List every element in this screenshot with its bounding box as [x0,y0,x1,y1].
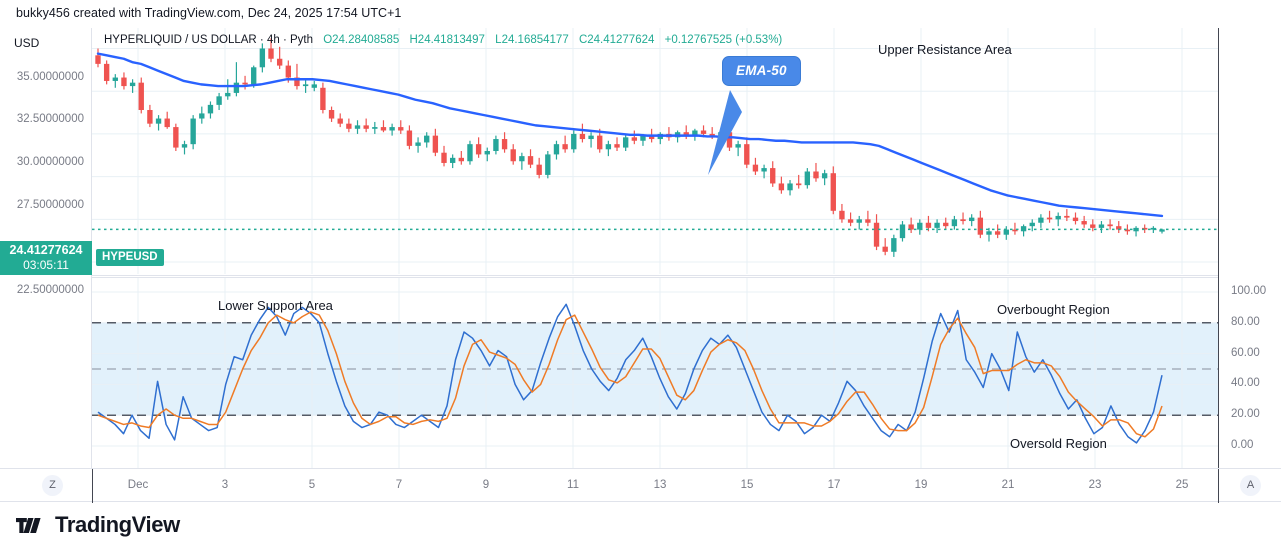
time-axis-tick: 15 [740,479,754,491]
tradingview-footer[interactable]: TradingView [16,512,180,538]
auto-scale-button[interactable]: A [1240,475,1261,496]
tradingview-logo-icon [16,517,41,533]
legend-low: L24.16854177 [495,34,569,46]
time-axis-tick: 11 [567,479,579,491]
time-axis-left-separator [92,469,93,503]
stochastic-axis[interactable]: 100.00 80.00 60.00 40.00 20.00 0.00 [1219,277,1281,468]
price-axis-tick: 22.50000000 [16,284,84,297]
series-label-badge: HYPEUSD [96,249,164,267]
time-axis-tick: 19 [914,479,928,491]
stochastic-axis-tick: 60.00 [1231,346,1260,359]
time-axis-tick: 9 [482,479,490,491]
axis-currency-label: USD [14,36,40,50]
legend-high: H24.41813497 [409,34,485,46]
chart-frame: USD 35.00000000 32.50000000 30.00000000 27.… [0,28,1281,480]
stochastic-axis-tick: 20.00 [1231,408,1260,421]
legend-symbol: HYPERLIQUID / US DOLLAR · 4h · Pyth [104,34,313,46]
pane-right-border [1218,28,1219,468]
time-axis-tick: 3 [221,479,229,491]
price-axis[interactable]: USD 35.00000000 32.50000000 30.00000000 27.… [0,28,92,468]
current-price-badge: 24.41277624 03:05:11 [0,241,92,276]
time-axis-right-separator [1218,469,1219,503]
stochastic-axis-tick: 0.00 [1231,439,1254,451]
main-price-pane[interactable] [92,28,1218,274]
time-axis-tick: 21 [1001,479,1015,491]
current-price-value: 24.41277624 [9,243,83,258]
stochastic-plot [92,278,1218,468]
stochastic-axis-tick: 100.00 [1231,285,1267,297]
chart-legend[interactable]: HYPERLIQUID / US DOLLAR · 4h · Pyth O24.… [104,34,782,46]
stochastic-axis-tick: 80.00 [1231,315,1260,328]
annotation-upper-resistance: Upper Resistance Area [878,42,1012,57]
price-axis-tick: 32.50000000 [16,113,84,126]
ema-callout-bubble: EMA-50 [722,56,801,86]
time-axis[interactable]: Z Dec 3 5 7 9 11 13 15 17 19 21 23 25 A [0,468,1281,503]
timezone-button[interactable]: Z [42,475,63,496]
price-axis-tick: 35.00000000 [16,70,84,83]
price-axis-tick: 30.00000000 [16,155,84,168]
ema-callout-pointer [708,90,742,175]
legend-close: C24.41277624 [578,34,655,46]
pane-divider [92,275,1218,276]
price-axis-tick: 27.50000000 [16,198,84,211]
annotation-lower-support: Lower Support Area [218,298,333,313]
time-axis-tick: Dec [127,479,149,491]
time-axis-tick: 5 [308,479,316,491]
time-axis-tick: 25 [1175,479,1189,491]
stochastic-pane[interactable] [92,277,1218,468]
attribution-text: bukky456 created with TradingView.com, D… [16,6,402,20]
annotation-overbought-region: Overbought Region [997,302,1110,317]
time-axis-tick: 7 [395,479,403,491]
tradingview-brand-text: TradingView [55,512,180,537]
time-axis-tick: 13 [653,479,667,491]
bar-countdown-timer: 03:05:11 [23,258,69,273]
time-axis-tick: 23 [1088,479,1102,491]
legend-change: +0.12767525 (+0.53%) [664,34,783,46]
candlestick-plot [92,28,1218,274]
time-axis-tick: 17 [827,479,841,491]
legend-open: O24.28408585 [323,34,400,46]
stochastic-axis-tick: 40.00 [1231,377,1260,390]
annotation-oversold-region: Oversold Region [1010,436,1107,451]
